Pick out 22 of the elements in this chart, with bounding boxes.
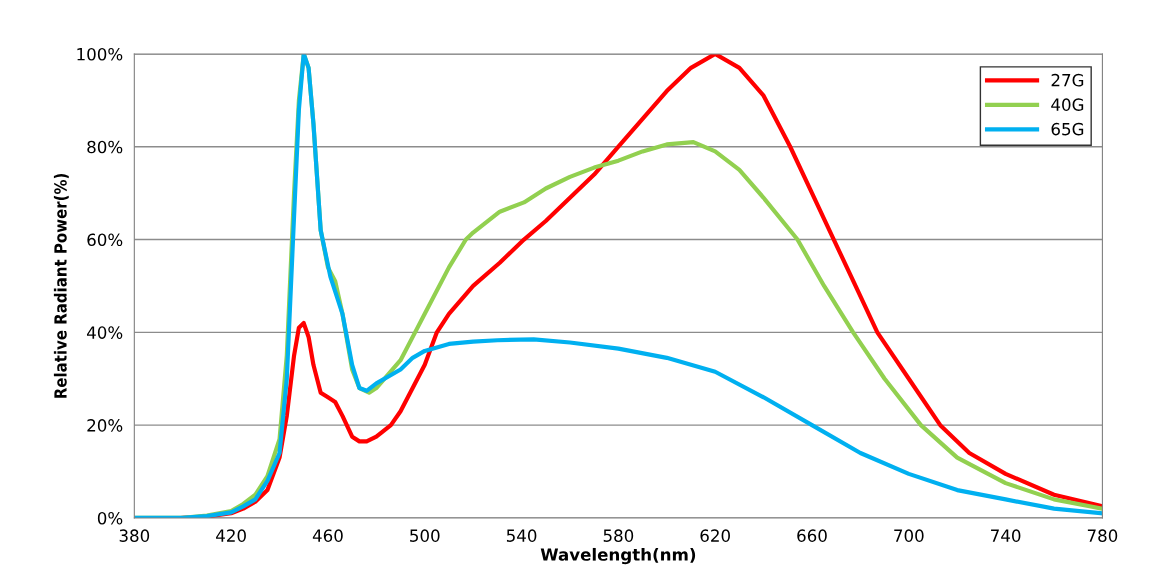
x-tick-label: 500	[410, 529, 440, 542]
x-axis-title: Wavelength(nm)	[540, 547, 696, 565]
x-tick-label: 420	[216, 529, 246, 542]
y-tick-label: 60%	[87, 233, 123, 247]
x-tick-label: 460	[312, 529, 343, 542]
y-tick-label: 0%	[97, 511, 123, 525]
y-axis-title: Relative Radiant Power(%)	[53, 173, 69, 398]
x-tick-label: 540	[506, 529, 537, 542]
y-tick-label: 80%	[87, 140, 123, 154]
legend-label: 27G	[1051, 73, 1084, 87]
legend-label: 65G	[1051, 122, 1084, 136]
y-tick-label: 100%	[77, 47, 123, 61]
y-tick-label: 20%	[87, 419, 123, 432]
x-tick-label: 380	[119, 529, 150, 542]
x-tick-label: 620	[700, 529, 730, 542]
x-tick-label: 740	[991, 529, 1021, 542]
x-tick-label: 580	[603, 529, 634, 542]
x-tick-label: 780	[1087, 529, 1118, 542]
y-tick-label: 40%	[86, 326, 123, 339]
x-tick-label: 660	[797, 529, 827, 542]
x-tick-label: 700	[894, 529, 924, 542]
legend-label: 40G	[1051, 98, 1084, 111]
